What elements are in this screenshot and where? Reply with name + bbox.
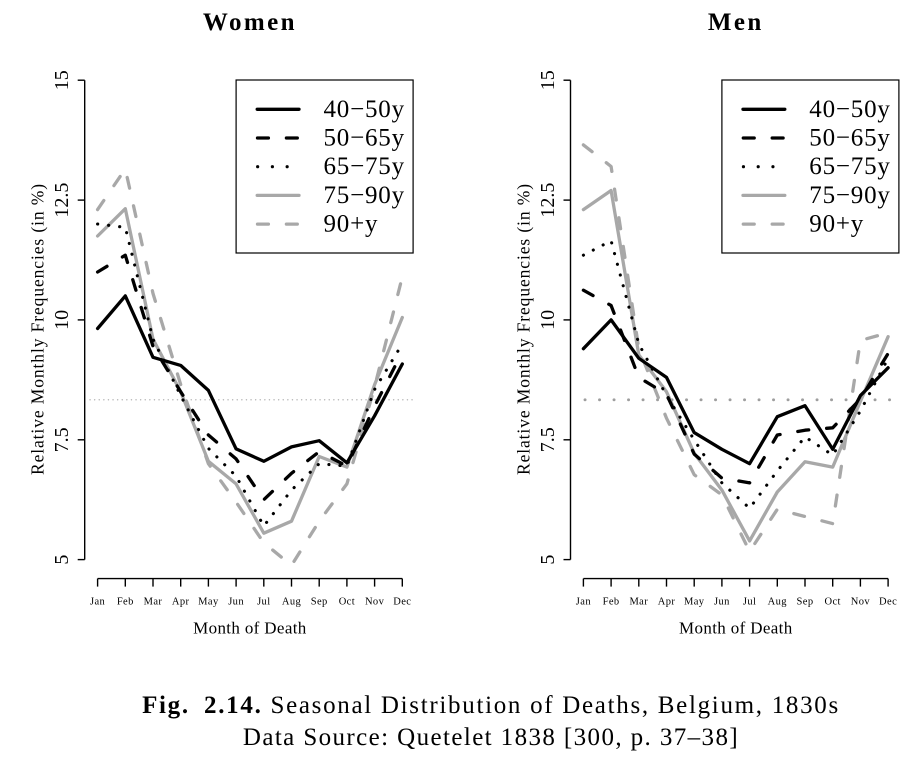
svg-text:12.5: 12.5 xyxy=(537,183,559,218)
svg-text:Aug: Aug xyxy=(282,596,302,607)
svg-text:Jun: Jun xyxy=(714,596,730,607)
svg-text:40−50y: 40−50y xyxy=(324,96,405,123)
svg-text:Dec: Dec xyxy=(879,596,897,607)
svg-text:Oct: Oct xyxy=(825,596,841,607)
svg-text:Jul: Jul xyxy=(257,596,270,607)
svg-text:Jul: Jul xyxy=(743,596,756,607)
svg-text:65−75y: 65−75y xyxy=(809,153,890,180)
svg-text:10: 10 xyxy=(537,310,559,330)
svg-text:Aug: Aug xyxy=(768,596,788,607)
svg-text:Men: Men xyxy=(708,9,764,36)
svg-text:10: 10 xyxy=(51,310,73,330)
svg-text:5: 5 xyxy=(51,555,73,565)
svg-text:Apr: Apr xyxy=(658,596,676,607)
svg-text:75−90y: 75−90y xyxy=(809,182,890,209)
svg-text:May: May xyxy=(684,596,705,607)
svg-text:Jan: Jan xyxy=(576,596,592,607)
svg-text:Mar: Mar xyxy=(629,596,648,607)
svg-text:Jan: Jan xyxy=(90,596,106,607)
svg-text:75−90y: 75−90y xyxy=(324,182,405,209)
svg-text:Sep: Sep xyxy=(797,596,814,607)
svg-text:7.5: 7.5 xyxy=(51,427,73,452)
svg-text:Apr: Apr xyxy=(172,596,190,607)
svg-text:Women: Women xyxy=(203,9,297,36)
svg-text:5: 5 xyxy=(537,555,559,565)
svg-text:50−65y: 50−65y xyxy=(324,125,405,152)
svg-text:Oct: Oct xyxy=(339,596,355,607)
svg-text:90+y: 90+y xyxy=(324,211,379,238)
svg-text:Dec: Dec xyxy=(393,596,411,607)
svg-text:12.5: 12.5 xyxy=(51,183,73,218)
svg-text:Feb: Feb xyxy=(603,596,620,607)
svg-text:Nov: Nov xyxy=(365,596,385,607)
svg-text:Jun: Jun xyxy=(228,596,244,607)
svg-text:Nov: Nov xyxy=(851,596,871,607)
svg-text:Month of Death: Month of Death xyxy=(193,619,307,638)
svg-text:Mar: Mar xyxy=(144,596,163,607)
svg-text:Relative Monthly Frequencies (: Relative Monthly Frequencies (in %) xyxy=(28,183,48,475)
svg-text:40−50y: 40−50y xyxy=(809,96,890,123)
svg-text:May: May xyxy=(198,596,219,607)
svg-text:65−75y: 65−75y xyxy=(324,153,405,180)
svg-text:7.5: 7.5 xyxy=(537,427,559,452)
svg-text:15: 15 xyxy=(537,70,559,90)
svg-text:Relative Monthly Frequencies (: Relative Monthly Frequencies (in %) xyxy=(513,183,533,475)
svg-text:Feb: Feb xyxy=(117,596,134,607)
svg-text:Month of Death: Month of Death xyxy=(679,619,793,638)
svg-text:15: 15 xyxy=(51,70,73,90)
svg-text:90+y: 90+y xyxy=(809,211,864,238)
svg-text:50−65y: 50−65y xyxy=(809,125,890,152)
svg-text:Sep: Sep xyxy=(311,596,328,607)
